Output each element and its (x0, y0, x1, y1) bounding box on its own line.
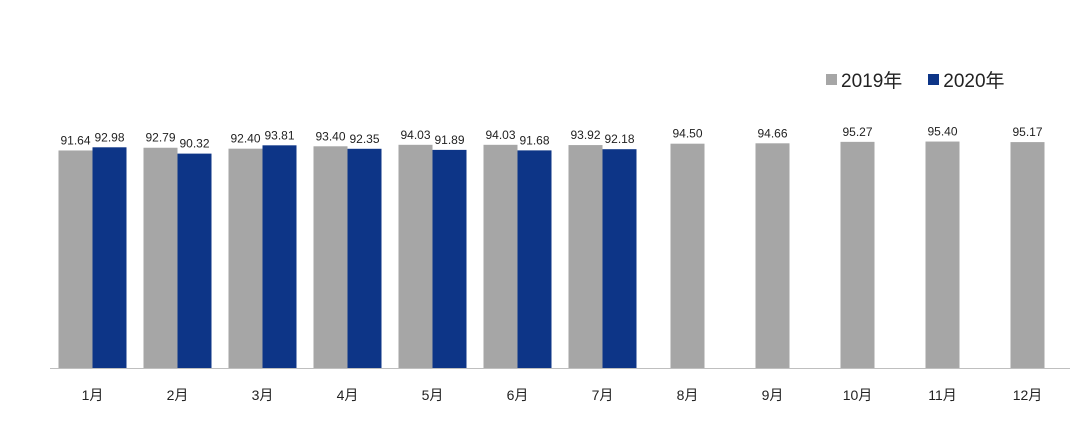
legend: 2019年 2020年 (826, 66, 1005, 93)
value-label-2020-7: 92.18 (604, 132, 634, 146)
value-label-2019-1: 91.64 (60, 133, 90, 147)
bar-2019-2 (143, 147, 178, 368)
bar-2020-1 (92, 147, 127, 368)
legend-swatch-2019 (826, 74, 837, 85)
bar-2019-5 (398, 144, 433, 368)
value-label-2019-12: 95.17 (1012, 125, 1042, 139)
legend-item-2020: 2020年 (928, 66, 1005, 93)
value-label-2019-5: 94.03 (400, 128, 430, 142)
value-label-2019-6: 94.03 (485, 128, 515, 142)
value-label-2019-2: 92.79 (145, 131, 175, 145)
bar-2019-10 (840, 141, 875, 368)
value-label-2020-5: 91.89 (434, 133, 464, 147)
value-label-2019-10: 95.27 (842, 125, 872, 139)
bar-2020-5 (432, 149, 467, 368)
legend-label-2020: 2020年 (943, 71, 1005, 92)
legend-swatch-2020 (928, 74, 940, 85)
bar-2019-11 (925, 141, 960, 368)
value-label-2020-3: 93.81 (264, 128, 294, 142)
bar-2020-7 (602, 149, 637, 368)
x-tick-label-10: 10月 (843, 387, 873, 403)
x-tick-label-3: 3月 (252, 387, 274, 403)
value-label-2019-7: 93.92 (570, 128, 600, 142)
x-tick-label-8: 8月 (677, 387, 699, 403)
bar-2019-3 (228, 148, 263, 368)
x-tick-label-7: 7月 (592, 387, 614, 403)
value-label-2019-9: 94.66 (757, 126, 787, 140)
x-tick-label-5: 5月 (422, 387, 444, 403)
value-label-2020-4: 92.35 (349, 132, 379, 146)
value-label-2020-1: 92.98 (94, 130, 124, 144)
legend-item-2019: 2019年 (826, 66, 902, 93)
value-label-2019-8: 94.50 (672, 127, 702, 141)
x-tick-label-12: 12月 (1013, 387, 1043, 403)
value-label-2019-3: 92.40 (230, 132, 260, 146)
value-label-2020-6: 91.68 (519, 133, 549, 147)
value-label-2019-4: 93.40 (315, 129, 345, 143)
bar-2020-2 (177, 153, 212, 368)
bar-2020-3 (262, 145, 297, 368)
legend-label-2019: 2019年 (841, 71, 903, 92)
bar-2019-6 (483, 144, 518, 368)
bar-2019-4 (313, 146, 348, 368)
x-tick-label-6: 6月 (507, 387, 529, 403)
bar-2019-7 (568, 145, 603, 368)
bar-2019-8 (670, 143, 705, 368)
x-tick-label-9: 9月 (762, 387, 784, 403)
x-tick-label-2: 2月 (167, 387, 189, 403)
value-label-2019-11: 95.40 (927, 125, 957, 139)
x-tick-label-11: 11月 (928, 387, 957, 403)
bar-2020-4 (347, 148, 382, 368)
bar-2020-6 (517, 150, 552, 368)
value-label-2020-2: 90.32 (179, 137, 209, 151)
bar-2019-12 (1010, 142, 1045, 368)
bar-2019-1 (58, 150, 93, 368)
x-tick-label-1: 1月 (82, 387, 104, 403)
x-tick-label-4: 4月 (337, 387, 359, 403)
bar-2019-9 (755, 143, 790, 368)
